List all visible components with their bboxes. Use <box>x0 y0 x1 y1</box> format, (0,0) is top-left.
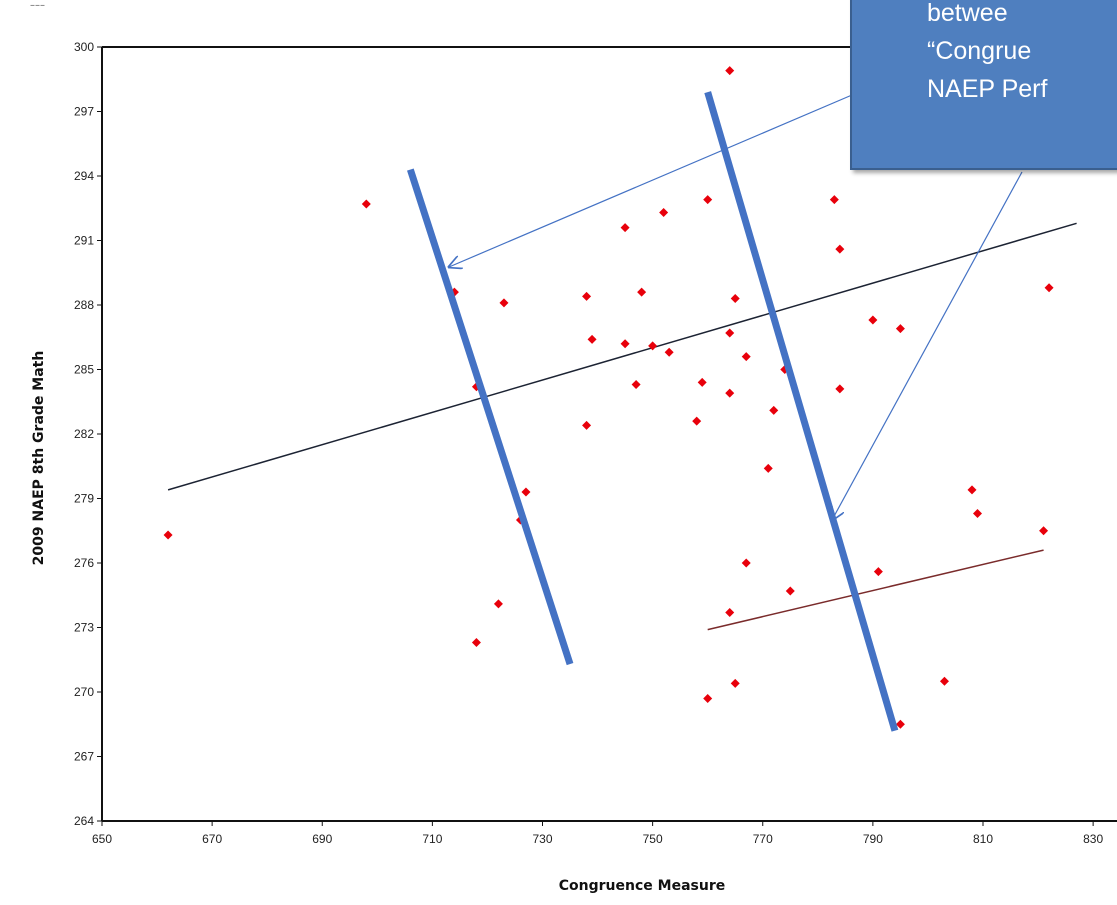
y-tick-label: 276 <box>74 556 94 570</box>
data-point <box>873 567 883 577</box>
data-point <box>631 380 641 390</box>
annotation-bar <box>704 91 899 732</box>
plot-axes <box>97 46 1117 826</box>
data-point <box>361 199 371 209</box>
data-point <box>521 487 531 497</box>
x-tick-label: 770 <box>753 832 773 846</box>
y-tick-label: 273 <box>74 621 94 635</box>
data-point <box>895 324 905 334</box>
data-point <box>697 377 707 387</box>
y-tick-label: 282 <box>74 427 94 441</box>
data-point <box>835 384 845 394</box>
data-point <box>620 223 630 233</box>
y-tick-label: 294 <box>74 169 94 183</box>
data-point <box>725 388 735 398</box>
data-point <box>163 530 173 540</box>
trendline <box>707 549 1044 631</box>
data-point <box>868 315 878 325</box>
callout-box: betwee “Congrue NAEP Perf <box>850 0 1117 170</box>
corner-mark: ––– <box>30 0 45 11</box>
data-point <box>730 294 740 304</box>
x-tick-label: 670 <box>202 832 222 846</box>
annotation-bars <box>407 91 899 732</box>
data-point <box>637 287 647 297</box>
data-point <box>471 638 481 648</box>
data-point <box>769 405 779 415</box>
y-tick-label: 291 <box>74 234 94 248</box>
data-point <box>725 328 735 338</box>
callout-arrow <box>832 171 1023 520</box>
y-tick-label: 270 <box>74 685 94 699</box>
data-point <box>725 607 735 617</box>
x-tick-label: 650 <box>92 832 112 846</box>
data-point <box>725 66 735 76</box>
data-point <box>620 339 630 349</box>
y-tick-label: 288 <box>74 298 94 312</box>
data-point <box>648 341 658 351</box>
data-point <box>582 420 592 430</box>
data-point <box>939 676 949 686</box>
data-point <box>741 352 751 362</box>
data-point <box>972 509 982 519</box>
data-point <box>967 485 977 495</box>
data-point <box>730 678 740 688</box>
x-tick-label: 750 <box>643 832 663 846</box>
data-point <box>1039 526 1049 536</box>
trendlines <box>167 222 1077 631</box>
data-points <box>163 66 1054 729</box>
data-point <box>1044 283 1054 293</box>
data-point <box>763 463 773 473</box>
data-point <box>664 347 674 357</box>
trendline <box>167 222 1077 491</box>
data-point <box>659 208 669 218</box>
y-tick-label: 264 <box>74 814 94 828</box>
x-tick-label: 710 <box>422 832 442 846</box>
x-axis-title: Congruence Measure <box>559 878 725 894</box>
x-tick-label: 810 <box>973 832 993 846</box>
data-point <box>493 599 503 609</box>
annotation-bar <box>407 168 574 666</box>
y-axis-title: 2009 NAEP 8th Grade Math <box>31 351 47 566</box>
x-tick-label: 830 <box>1083 832 1103 846</box>
y-tick-label: 285 <box>74 363 94 377</box>
data-point <box>835 244 845 254</box>
tick-labels: 264 267 270 273 276 279 282 285 288 291 294 297 300 6… <box>74 40 1103 846</box>
callout-arrow <box>449 94 853 267</box>
data-point <box>895 719 905 729</box>
y-tick-label: 300 <box>74 40 94 54</box>
data-point <box>785 586 795 596</box>
callout-line-2: “Congrue <box>927 37 1032 65</box>
y-tick-label: 279 <box>74 492 94 506</box>
data-point <box>829 195 839 205</box>
x-tick-label: 730 <box>532 832 552 846</box>
data-point <box>582 291 592 301</box>
y-tick-label: 267 <box>74 750 94 764</box>
data-point <box>703 195 713 205</box>
data-point <box>703 693 713 703</box>
callout-line-3: NAEP Perf <box>927 75 1048 103</box>
callout-line-1: betwee <box>927 0 1008 27</box>
x-tick-label: 790 <box>863 832 883 846</box>
data-point <box>587 334 597 344</box>
data-point <box>741 558 751 568</box>
x-tick-label: 690 <box>312 832 332 846</box>
data-point <box>499 298 509 308</box>
y-tick-label: 297 <box>74 105 94 119</box>
callout-arrows <box>449 94 1023 520</box>
data-point <box>692 416 702 426</box>
